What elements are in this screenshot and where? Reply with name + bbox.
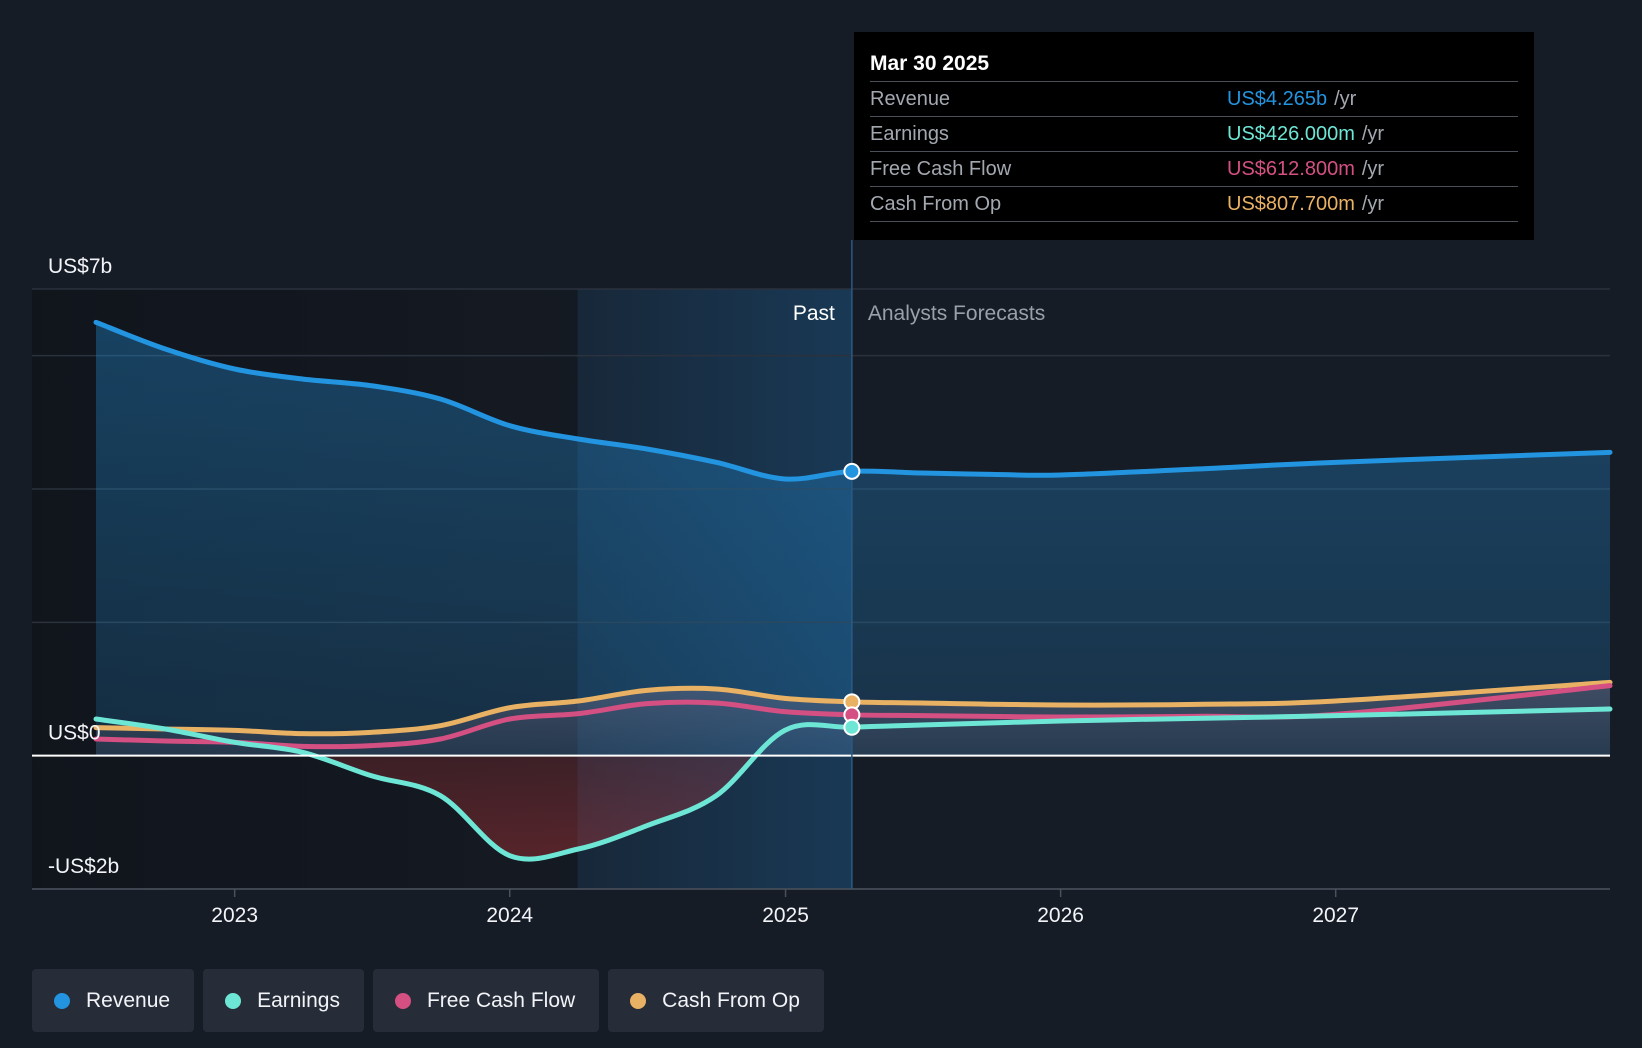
- tooltip-value: US$612.800m: [1227, 157, 1355, 180]
- tooltip-unit: /yr: [1361, 122, 1385, 145]
- legend-label: Free Cash Flow: [426, 988, 576, 1012]
- tooltip-row-cash-from-op: Cash From Op US$807.700m /yr: [870, 186, 1518, 222]
- past-label: Past: [793, 302, 835, 325]
- tooltip-unit: /yr: [1334, 87, 1357, 110]
- x-tick-label: 2027: [1312, 904, 1359, 927]
- tooltip-value: US$426.000m: [1227, 122, 1355, 145]
- legend-label: Earnings: [257, 988, 340, 1012]
- legend-item-earnings[interactable]: Earnings: [203, 969, 364, 1032]
- legend-item-free-cash-flow[interactable]: Free Cash Flow: [372, 969, 600, 1032]
- y-tick-label: -US$2b: [48, 855, 119, 878]
- earnings-marker: [843, 718, 861, 736]
- x-tick-label: 2026: [1037, 904, 1084, 927]
- legend-label: Revenue: [86, 988, 171, 1012]
- revenue-dot-icon: [54, 992, 70, 1009]
- forecast-label: Analysts Forecasts: [868, 302, 1045, 325]
- y-tick-label: US$7b: [48, 255, 112, 278]
- tooltip-row-revenue: Revenue US$4.265b /yr: [870, 81, 1518, 116]
- legend-label: Cash From Op: [662, 988, 800, 1012]
- tooltip-row-free-cash-flow: Free Cash Flow US$612.800m /yr: [870, 151, 1518, 186]
- cash-from-op-dot-icon: [630, 992, 647, 1009]
- tooltip-label: Revenue: [870, 87, 951, 110]
- tooltip-label: Cash From Op: [870, 192, 1002, 215]
- earnings-negative-area: [96, 755, 1610, 860]
- legend-item-revenue[interactable]: Revenue: [32, 969, 195, 1032]
- tooltip-value: US$807.700m: [1227, 192, 1355, 215]
- tooltip-label: Earnings: [870, 122, 949, 145]
- tooltip-label: Free Cash Flow: [870, 157, 1012, 180]
- tooltip-date: Mar 30 2025: [870, 52, 990, 75]
- data-tooltip: Mar 30 2025 Revenue US$4.265b /yr Earnin…: [854, 32, 1534, 240]
- revenue-line: [93, 319, 1613, 482]
- free-cash-flow-dot-icon: [394, 992, 411, 1009]
- tooltip-row-earnings: Earnings US$426.000m /yr: [870, 116, 1518, 151]
- x-tick-label: 2024: [486, 904, 533, 927]
- cash-from-op-line: [93, 679, 1613, 737]
- earnings-dot-icon: [225, 992, 242, 1009]
- y-tick-label: US$0: [48, 722, 101, 745]
- tooltip-value: US$4.265b: [1227, 87, 1328, 110]
- earnings-line: [93, 706, 1613, 862]
- revenue-area: [96, 322, 1610, 756]
- legend-item-cash-from-op[interactable]: Cash From Op: [608, 969, 824, 1032]
- x-tick-label: 2025: [762, 904, 809, 927]
- x-tick-label: 2023: [211, 904, 258, 927]
- chart-legend: Revenue Earnings Free Cash Flow Cash Fro…: [32, 969, 824, 1032]
- tooltip-unit: /yr: [1361, 192, 1385, 215]
- tooltip-unit: /yr: [1361, 157, 1385, 180]
- revenue-marker: [843, 462, 861, 480]
